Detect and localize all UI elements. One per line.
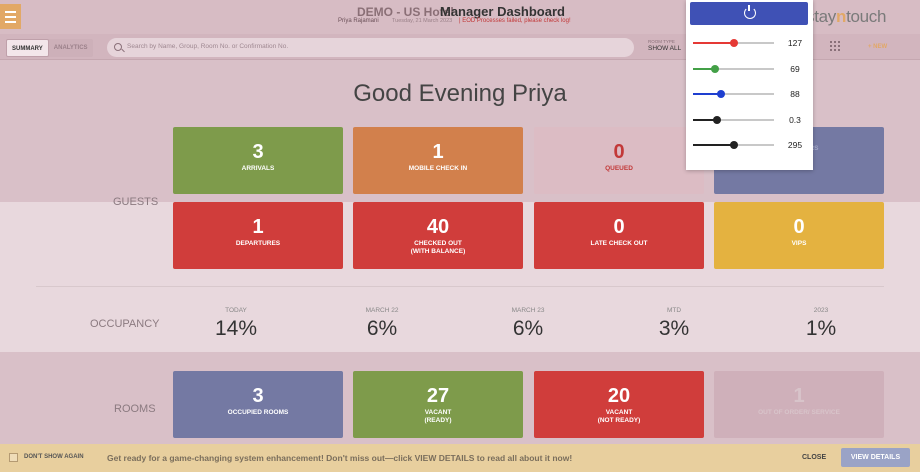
tile-label: CHECKED OUT — [414, 240, 462, 247]
room-type-filter[interactable]: ROOM TYPE SHOW ALL — [648, 39, 681, 52]
tab-summary[interactable]: SUMMARY — [6, 39, 49, 57]
green-value: 69 — [790, 64, 800, 74]
tile-label: VACANT — [424, 409, 452, 416]
search-input[interactable]: Search by Name, Group, Room No. or Confi… — [107, 38, 634, 57]
tile-label: DEPARTURES — [235, 240, 281, 247]
grid-view-icon[interactable] — [830, 41, 840, 51]
hue-value: 295 — [787, 140, 803, 150]
blue-value: 88 — [790, 89, 800, 99]
occupancy-caption: TODAY — [225, 307, 247, 314]
tile-vips[interactable]: 0 VIPS — [714, 202, 884, 269]
tile-label: OUT OF ORDER/ SERVICE — [758, 409, 840, 416]
page-title: Manager Dashboard — [440, 4, 565, 19]
tile-sublabel: (READY) — [424, 417, 452, 424]
section-occupancy: OCCUPANCY — [90, 318, 160, 330]
occupancy-march-23[interactable]: MARCH 23 6% — [463, 307, 593, 341]
tile-value: 27 — [426, 385, 450, 407]
tile-label: QUEUED — [605, 165, 633, 172]
tile-out-of-order[interactable]: 1 OUT OF ORDER/ SERVICE — [714, 371, 884, 438]
occupancy-caption: MTD — [666, 307, 682, 314]
power-button[interactable] — [690, 2, 808, 25]
section-guests: GUESTS — [113, 196, 159, 208]
blue-slider[interactable] — [693, 89, 774, 99]
tile-checked-out[interactable]: 40 CHECKED OUT (WITH BALANCE) — [353, 202, 523, 269]
occupancy-value: 3% — [658, 317, 690, 340]
tile-value: 1 — [793, 385, 805, 407]
tile-value: 0 — [793, 216, 805, 238]
room-type-value: SHOW ALL — [648, 45, 682, 52]
occupancy-march-22[interactable]: MARCH 22 6% — [317, 307, 447, 341]
color-adjust-popup: 127 69 88 0.3 295 — [686, 0, 813, 170]
green-slider[interactable] — [693, 64, 774, 74]
occupancy-value: 6% — [366, 317, 398, 340]
tile-value: 1 — [432, 141, 444, 163]
tile-arrivals[interactable]: 3 ARRIVALS — [173, 127, 343, 194]
business-date: Tuesday, 21 March 2023 — [392, 18, 453, 24]
green-slider-thumb[interactable] — [710, 65, 719, 73]
tile-late-check-out[interactable]: 0 LATE CHECK OUT — [534, 202, 704, 269]
tile-label: VACANT — [605, 409, 633, 416]
view-details-button[interactable]: VIEW DETAILS — [841, 448, 910, 467]
tile-value: 20 — [607, 385, 631, 407]
occupancy-caption: MARCH 22 — [365, 307, 399, 314]
red-slider[interactable] — [693, 38, 774, 48]
greeting: Good Evening Priya — [353, 80, 567, 107]
tab-analytics[interactable]: ANALYTICS — [53, 45, 88, 51]
eod-warning[interactable]: | EOD Processes failed, please check log… — [459, 18, 571, 24]
logo: stayntouch — [806, 7, 887, 26]
occupancy-year[interactable]: 2023 1% — [756, 307, 886, 341]
tile-value: 0 — [613, 216, 625, 238]
opacity-slider[interactable] — [693, 115, 774, 125]
occupancy-mtd[interactable]: MTD 3% — [609, 307, 739, 341]
dont-show-label[interactable]: DON'T SHOW AGAIN — [24, 454, 84, 460]
tile-label: ARRIVALS — [241, 165, 275, 172]
occupancy-value: 6% — [512, 317, 544, 340]
opacity-slider-thumb[interactable] — [713, 116, 722, 124]
tile-sublabel: (NOT READY) — [597, 417, 641, 424]
tile-label: OCCUPIED ROOMS — [227, 409, 289, 416]
tile-mobile-check-in[interactable]: 1 MOBILE CHECK IN — [353, 127, 523, 194]
announcement-banner: DON'T SHOW AGAIN Get ready for a game-ch… — [0, 444, 920, 472]
tile-value: 3 — [252, 385, 264, 407]
hue-slider[interactable] — [693, 140, 774, 150]
search-placeholder: Search by Name, Group, Room No. or Confi… — [127, 43, 289, 50]
red-slider-thumb[interactable] — [729, 39, 738, 47]
opacity-value: 0.3 — [789, 115, 801, 125]
tile-queued[interactable]: 0 QUEUED — [534, 127, 704, 194]
tile-label: LATE CHECK OUT — [590, 240, 648, 247]
hotel-name[interactable]: DEMO - US Hotel — [357, 5, 454, 19]
blue-slider-thumb[interactable] — [716, 90, 725, 98]
banner-message: Get ready for a game-changing system enh… — [107, 453, 573, 463]
new-button[interactable]: + NEW — [868, 44, 888, 50]
hue-slider-thumb[interactable] — [729, 141, 738, 149]
tile-departures[interactable]: 1 DEPARTURES — [173, 202, 343, 269]
tile-value: 3 — [252, 141, 264, 163]
occupancy-caption: 2023 — [813, 307, 829, 314]
occupancy-today[interactable]: TODAY 14% — [171, 307, 301, 341]
search-icon — [114, 43, 122, 51]
tile-value: 0 — [613, 141, 625, 163]
tile-label: VIPS — [791, 240, 807, 247]
tile-value: 1 — [252, 216, 264, 238]
tile-value: 40 — [426, 216, 450, 238]
room-type-label: ROOM TYPE — [648, 39, 675, 44]
red-value: 127 — [787, 38, 803, 48]
tile-vacant-not-ready[interactable]: 20 VACANT (NOT READY) — [534, 371, 704, 438]
tile-occupied-rooms[interactable]: 3 OCCUPIED ROOMS — [173, 371, 343, 438]
tile-label: MOBILE CHECK IN — [408, 165, 468, 172]
dashboard-tabs: SUMMARY ANALYTICS — [6, 39, 93, 57]
divider — [36, 286, 884, 287]
occupancy-value: 14% — [214, 317, 258, 340]
section-rooms: ROOMS — [114, 403, 156, 415]
user-name: Priya Rajamani — [338, 18, 379, 24]
power-icon — [744, 5, 756, 19]
menu-icon[interactable] — [0, 4, 21, 29]
occupancy-caption: MARCH 23 — [511, 307, 545, 314]
tile-sublabel: (WITH BALANCE) — [410, 248, 466, 255]
tile-vacant-ready[interactable]: 27 VACANT (READY) — [353, 371, 523, 438]
close-button[interactable]: CLOSE — [802, 454, 827, 461]
dont-show-checkbox[interactable] — [9, 453, 18, 462]
occupancy-value: 1% — [805, 317, 837, 340]
